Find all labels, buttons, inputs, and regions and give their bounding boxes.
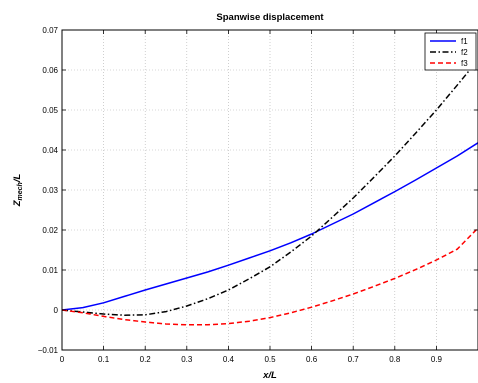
y-tick-label: 0.05	[42, 106, 58, 115]
x-tick-label: 0.8	[389, 355, 401, 364]
series-layer	[61, 69, 478, 326]
x-tick-label: 0.7	[348, 355, 360, 364]
y-axis-label-sub: mech	[17, 182, 24, 200]
y-axis-label-suffix: /L	[12, 174, 23, 184]
legend-label-f3: f3	[461, 59, 468, 68]
x-tick-label: 0.2	[140, 355, 152, 364]
x-tick-label: 0.4	[223, 355, 235, 364]
grid	[62, 30, 478, 350]
y-axis-label-main: Z	[12, 199, 23, 207]
series-line-f1	[61, 142, 478, 311]
y-tick-label: 0.06	[42, 66, 58, 75]
y-tick-label: 0.04	[42, 146, 58, 155]
x-tick-label: 0.6	[306, 355, 318, 364]
x-tick-labels: 0 0.1 0.2 0.3 0.4 0.5 0.6 0.7 0.8 0.9	[60, 355, 443, 364]
x-tick-label: 0.9	[431, 355, 443, 364]
y-tick-label: 0	[54, 306, 59, 315]
y-tick-label: 0.03	[42, 186, 58, 195]
y-tick-label: −0.01	[38, 346, 59, 355]
y-tick-label: 0.02	[42, 226, 58, 235]
y-tick-label: 0.07	[42, 26, 58, 35]
series-line-f3	[61, 227, 478, 326]
legend-label-f2: f2	[461, 48, 468, 57]
y-axis-label: Zmech/L	[12, 174, 24, 208]
chart-title: Spanwise displacement	[216, 12, 324, 23]
ticks	[61, 29, 478, 351]
x-tick-label: 0.5	[264, 355, 276, 364]
y-tick-labels: −0.01 0 0.01 0.02 0.03 0.04 0.05 0.06 0.07	[38, 26, 59, 355]
x-tick-label: 0	[60, 355, 65, 364]
series-line-f2	[61, 69, 471, 316]
legend: f1 f2 f3	[424, 32, 477, 71]
x-axis-label: x/L	[262, 370, 277, 381]
x-tick-label: 0.3	[181, 355, 193, 364]
legend-label-f1: f1	[461, 37, 468, 46]
y-tick-label: 0.01	[42, 266, 58, 275]
x-tick-label: 0.1	[98, 355, 110, 364]
